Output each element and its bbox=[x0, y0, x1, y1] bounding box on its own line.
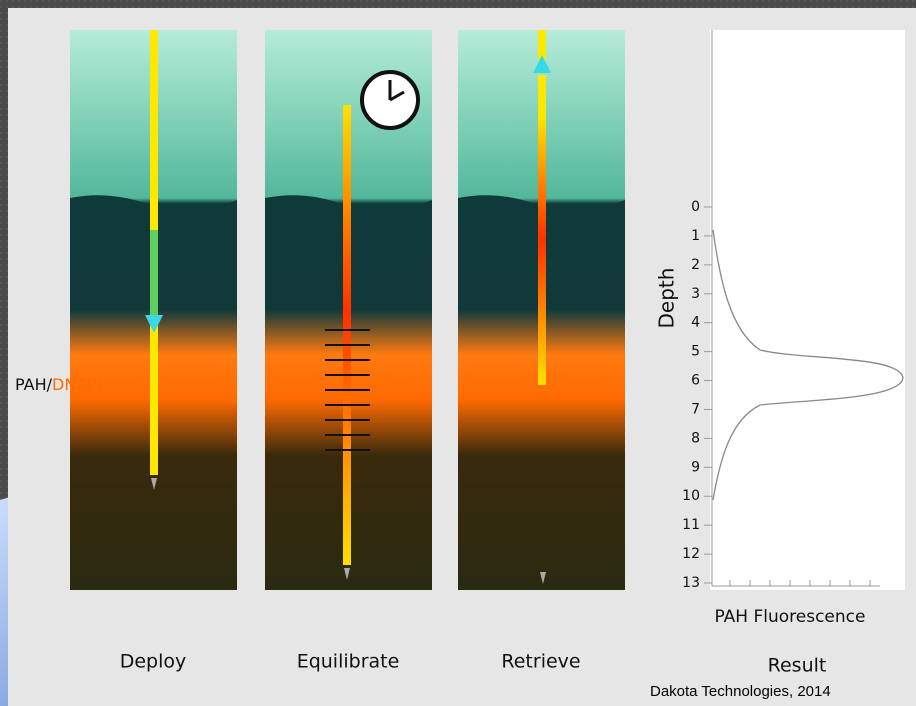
probe bbox=[343, 105, 351, 565]
depth-tick-label: 0 bbox=[691, 199, 700, 215]
depth-tick-label: 5 bbox=[691, 344, 700, 360]
layer-label-part: DNAPL bbox=[52, 375, 106, 394]
fluorescence-curve bbox=[712, 229, 904, 501]
arrow-up bbox=[533, 55, 551, 73]
y-axis-label: Depth bbox=[655, 268, 679, 329]
panel-label: Equilibrate bbox=[297, 651, 400, 673]
probe bbox=[538, 75, 546, 120]
depth-tick-label: 13 bbox=[682, 575, 700, 591]
probe-tip bbox=[151, 478, 157, 490]
probe-section bbox=[150, 230, 158, 320]
x-axis-ticks bbox=[729, 580, 871, 586]
wave bbox=[265, 195, 432, 215]
x-axis-label: PAH Fluorescence bbox=[715, 607, 866, 627]
layer-label: PAH/DNAPL bbox=[15, 375, 106, 394]
clock-icon bbox=[360, 70, 420, 130]
probe bbox=[538, 30, 546, 60]
probe bbox=[538, 120, 546, 385]
wave bbox=[70, 195, 237, 215]
panel-label: Retrieve bbox=[501, 651, 580, 673]
depth-tick-label: 2 bbox=[691, 257, 700, 273]
probe-tip bbox=[344, 568, 350, 580]
depth-tick-label: 7 bbox=[691, 401, 700, 417]
wave bbox=[458, 195, 625, 215]
depth-tick-label: 8 bbox=[691, 430, 700, 446]
panel-label: Result bbox=[768, 655, 827, 677]
depth-tick-label: 3 bbox=[691, 286, 700, 302]
depth-tick-label: 6 bbox=[691, 373, 700, 389]
flux-marks bbox=[325, 329, 370, 451]
credit: Dakota Technologies, 2014 bbox=[650, 683, 831, 700]
depth-tick-label: 4 bbox=[691, 315, 700, 331]
depth-tick-label: 9 bbox=[691, 459, 700, 475]
depth-tick-label: 11 bbox=[682, 517, 700, 533]
arrow-down bbox=[145, 315, 163, 333]
result-plot bbox=[710, 30, 905, 590]
depth-tick-label: 1 bbox=[691, 228, 700, 244]
layer-label-part: PAH/ bbox=[15, 375, 53, 394]
depth-tick-label: 10 bbox=[682, 488, 700, 504]
depth-tick-label: 12 bbox=[682, 546, 700, 562]
probe-tip bbox=[540, 572, 546, 584]
panel-label: Deploy bbox=[120, 651, 187, 673]
